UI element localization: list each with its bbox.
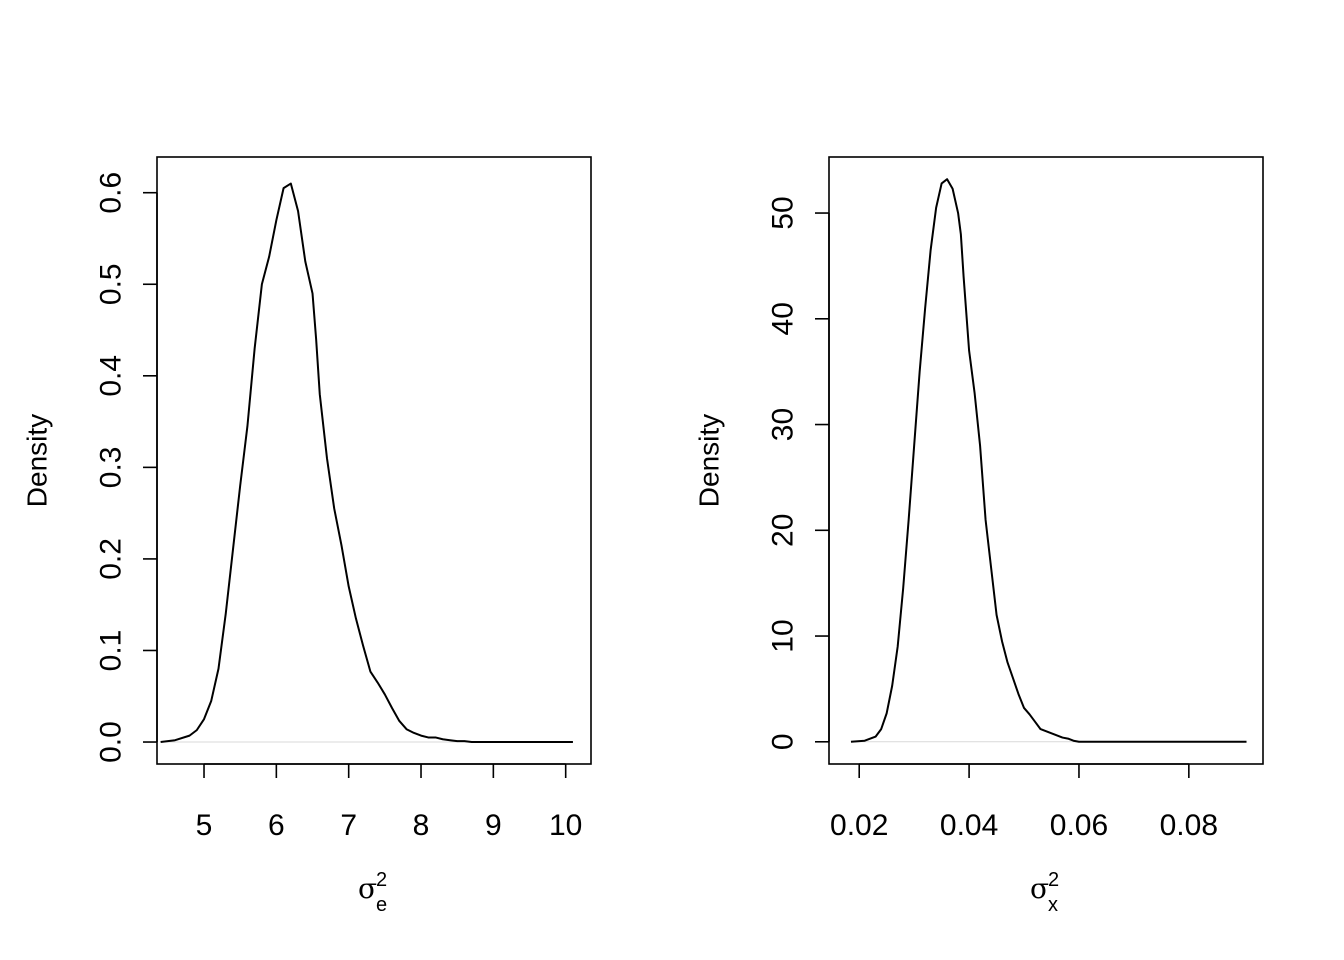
plot-frame: [156, 156, 592, 765]
y-tick-label: 0: [767, 733, 800, 750]
y-tick-label: 0.6: [95, 172, 128, 214]
x-axis: 5 6 7 8 9 10: [196, 763, 582, 842]
x-tick-label: 9: [485, 809, 502, 842]
y-axis-label: Density: [694, 414, 725, 507]
x-tick-label: 0.08: [1160, 809, 1218, 842]
x-axis-label-subscript: x: [1048, 894, 1058, 916]
y-tick-label: 20: [767, 514, 800, 547]
density-curve: [850, 178, 1247, 743]
y-tick-label: 0.5: [95, 263, 128, 305]
x-axis-label: σ 2 e: [358, 869, 387, 916]
x-axis-label-symbol: σ: [1030, 872, 1049, 905]
x-tick-label: 0.06: [1050, 809, 1108, 842]
density-curve: [160, 182, 573, 744]
y-tick-label: 10: [767, 619, 800, 652]
x-axis-label-superscript: 2: [376, 869, 387, 891]
x-axis-label-symbol: σ: [358, 872, 377, 905]
y-tick-label: 30: [767, 408, 800, 441]
y-tick-label: 0.3: [95, 447, 128, 489]
x-axis-label-superscript: 2: [1048, 869, 1059, 891]
x-tick-label: 0.02: [830, 809, 888, 842]
density-panel-sigma-e: 5 6 7 8 9 10 0.0 0.1 0.2 0.3 0.4 0.5 0.6 Density σ …: [22, 156, 592, 916]
y-tick-label: 0.4: [95, 355, 128, 397]
y-tick-label: 0.1: [95, 630, 128, 672]
y-axis-label: Density: [22, 414, 53, 507]
x-tick-label: 7: [340, 809, 357, 842]
x-axis-label: σ 2 x: [1030, 869, 1059, 916]
density-panel-sigma-x: 0.02 0.04 0.06 0.08 0 10 20 30 40 50 Density σ 2…: [694, 156, 1264, 916]
y-tick-label: 0.0: [95, 721, 128, 763]
y-axis: 0.0 0.1 0.2 0.3 0.4 0.5 0.6: [95, 172, 158, 763]
x-tick-label: 0.04: [940, 809, 998, 842]
x-axis-label-subscript: e: [376, 894, 387, 916]
x-tick-label: 6: [268, 809, 285, 842]
x-tick-label: 8: [413, 809, 430, 842]
y-tick-label: 50: [767, 196, 800, 229]
x-tick-label: 10: [549, 809, 582, 842]
y-axis: 0 10 20 30 40 50: [767, 196, 830, 750]
y-tick-label: 0.2: [95, 538, 128, 580]
y-tick-label: 40: [767, 302, 800, 335]
x-axis: 0.02 0.04 0.06 0.08: [830, 763, 1218, 842]
x-tick-label: 5: [196, 809, 213, 842]
